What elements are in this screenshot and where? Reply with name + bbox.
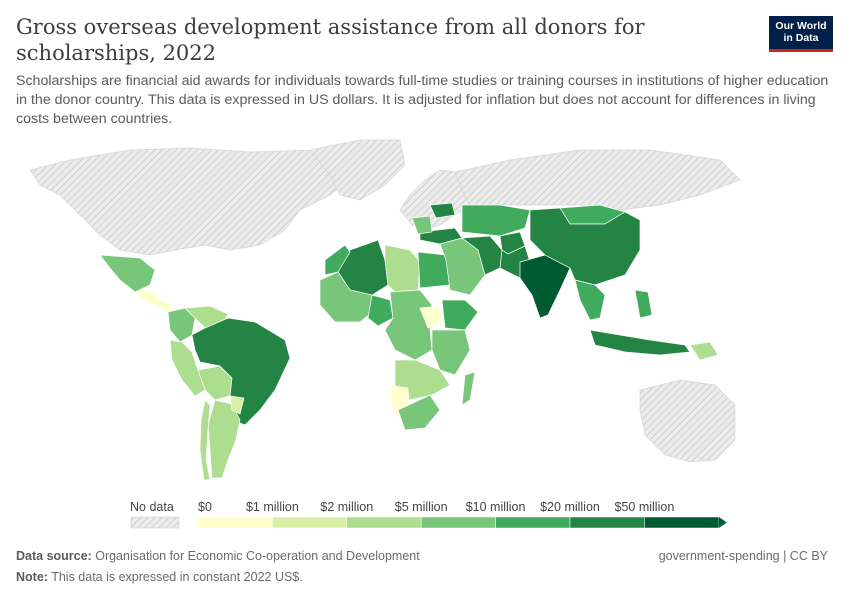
- footer-note: Note: This data is expressed in constant…: [16, 570, 303, 584]
- region-indonesia[interactable]: Indonesia: [589, 329, 691, 356]
- legend-bins: $0 $1 million $2 million $5 million $10 mill…: [197, 500, 727, 529]
- region-nigeria[interactable]: Nigeria: [367, 294, 394, 327]
- legend-swatch-2[interactable]: [346, 516, 422, 529]
- logo-red-bar: [769, 49, 833, 52]
- region-philippines[interactable]: Philippines: [634, 289, 653, 319]
- region-ethiopia[interactable]: Ethiopia: [441, 299, 479, 331]
- country-regions: North AmericaGreenlandEuropeRussiaAustra…: [29, 139, 741, 481]
- region-east-africa[interactable]: East Africa: [431, 329, 471, 376]
- region-central-america[interactable]: Central America: [134, 289, 173, 313]
- legend-swatch-3[interactable]: [420, 516, 496, 529]
- region-mexico[interactable]: Mexico: [99, 254, 156, 293]
- region-southeast-asia[interactable]: Southeast Asia: [574, 279, 606, 321]
- region-central-africa[interactable]: Central Africa: [384, 289, 433, 361]
- region-north-america[interactable]: North America: [29, 147, 361, 256]
- region-madagascar[interactable]: Madagascar: [461, 371, 476, 406]
- region-morocco[interactable]: Morocco: [324, 244, 351, 276]
- source-text[interactable]: Organisation for Economic Co-operation a…: [95, 549, 420, 563]
- legend-label-6: $50 million: [615, 500, 675, 514]
- legend-label-2: $2 million: [320, 500, 373, 514]
- region-brazil[interactable]: Brazil: [191, 317, 291, 426]
- note-text: This data is expressed in constant 2022 …: [51, 570, 303, 584]
- legend-swatch-6[interactable]: [644, 516, 720, 529]
- source-label: Data source:: [16, 549, 92, 563]
- region-australia[interactable]: Australia: [639, 379, 736, 463]
- legend-swatch-5[interactable]: [569, 516, 645, 529]
- legend-no-data-label: No data: [130, 500, 174, 514]
- region-russia[interactable]: Russia: [454, 149, 741, 211]
- region-south-africa[interactable]: South Africa: [397, 394, 441, 431]
- world-map: North AmericaGreenlandEuropeRussiaAustra…: [29, 139, 741, 481]
- region-ukraine[interactable]: Ukraine: [429, 202, 456, 219]
- legend-swatch-0[interactable]: [197, 516, 273, 529]
- legend-swatch-1[interactable]: [272, 516, 348, 529]
- legend-arrow: [718, 517, 727, 528]
- chart-title: Gross overseas development assistance fr…: [16, 15, 645, 65]
- owid-logo[interactable]: Our World in Data: [769, 16, 833, 52]
- region-chile[interactable]: Chile: [199, 399, 211, 481]
- region-paraguay[interactable]: Paraguay: [229, 395, 245, 415]
- logo-line-1: Our World: [775, 20, 827, 32]
- legend: No data $0 $1 million $2 million $5 million…: [130, 500, 727, 529]
- legend-label-3: $5 million: [395, 500, 448, 514]
- chart-subtitle: Scholarships are financial aid awards fo…: [16, 73, 829, 127]
- region-libya[interactable]: Libya: [384, 244, 421, 293]
- legend-label-4: $10 million: [466, 500, 526, 514]
- region-papua-new-guinea[interactable]: Papua New Guinea: [689, 341, 719, 361]
- legend-label-0: $0: [198, 500, 212, 514]
- license-link[interactable]: government-spending | CC BY: [658, 549, 828, 563]
- note-label: Note:: [16, 570, 48, 584]
- region-central-asia[interactable]: Central Asia: [461, 204, 531, 237]
- legend-swatch-4[interactable]: [495, 516, 571, 529]
- logo-line-2: in Data: [783, 32, 819, 44]
- region-greenland[interactable]: Greenland: [309, 139, 406, 201]
- legend-label-5: $20 million: [540, 500, 600, 514]
- region-balkans[interactable]: Balkans: [411, 215, 433, 235]
- region-china[interactable]: China: [529, 207, 641, 286]
- region-south-sudan[interactable]: South Sudan: [419, 305, 443, 329]
- legend-label-1: $1 million: [246, 500, 299, 514]
- footer-source: Data source: Organisation for Economic C…: [16, 549, 420, 563]
- legend-no-data-swatch: [130, 516, 180, 529]
